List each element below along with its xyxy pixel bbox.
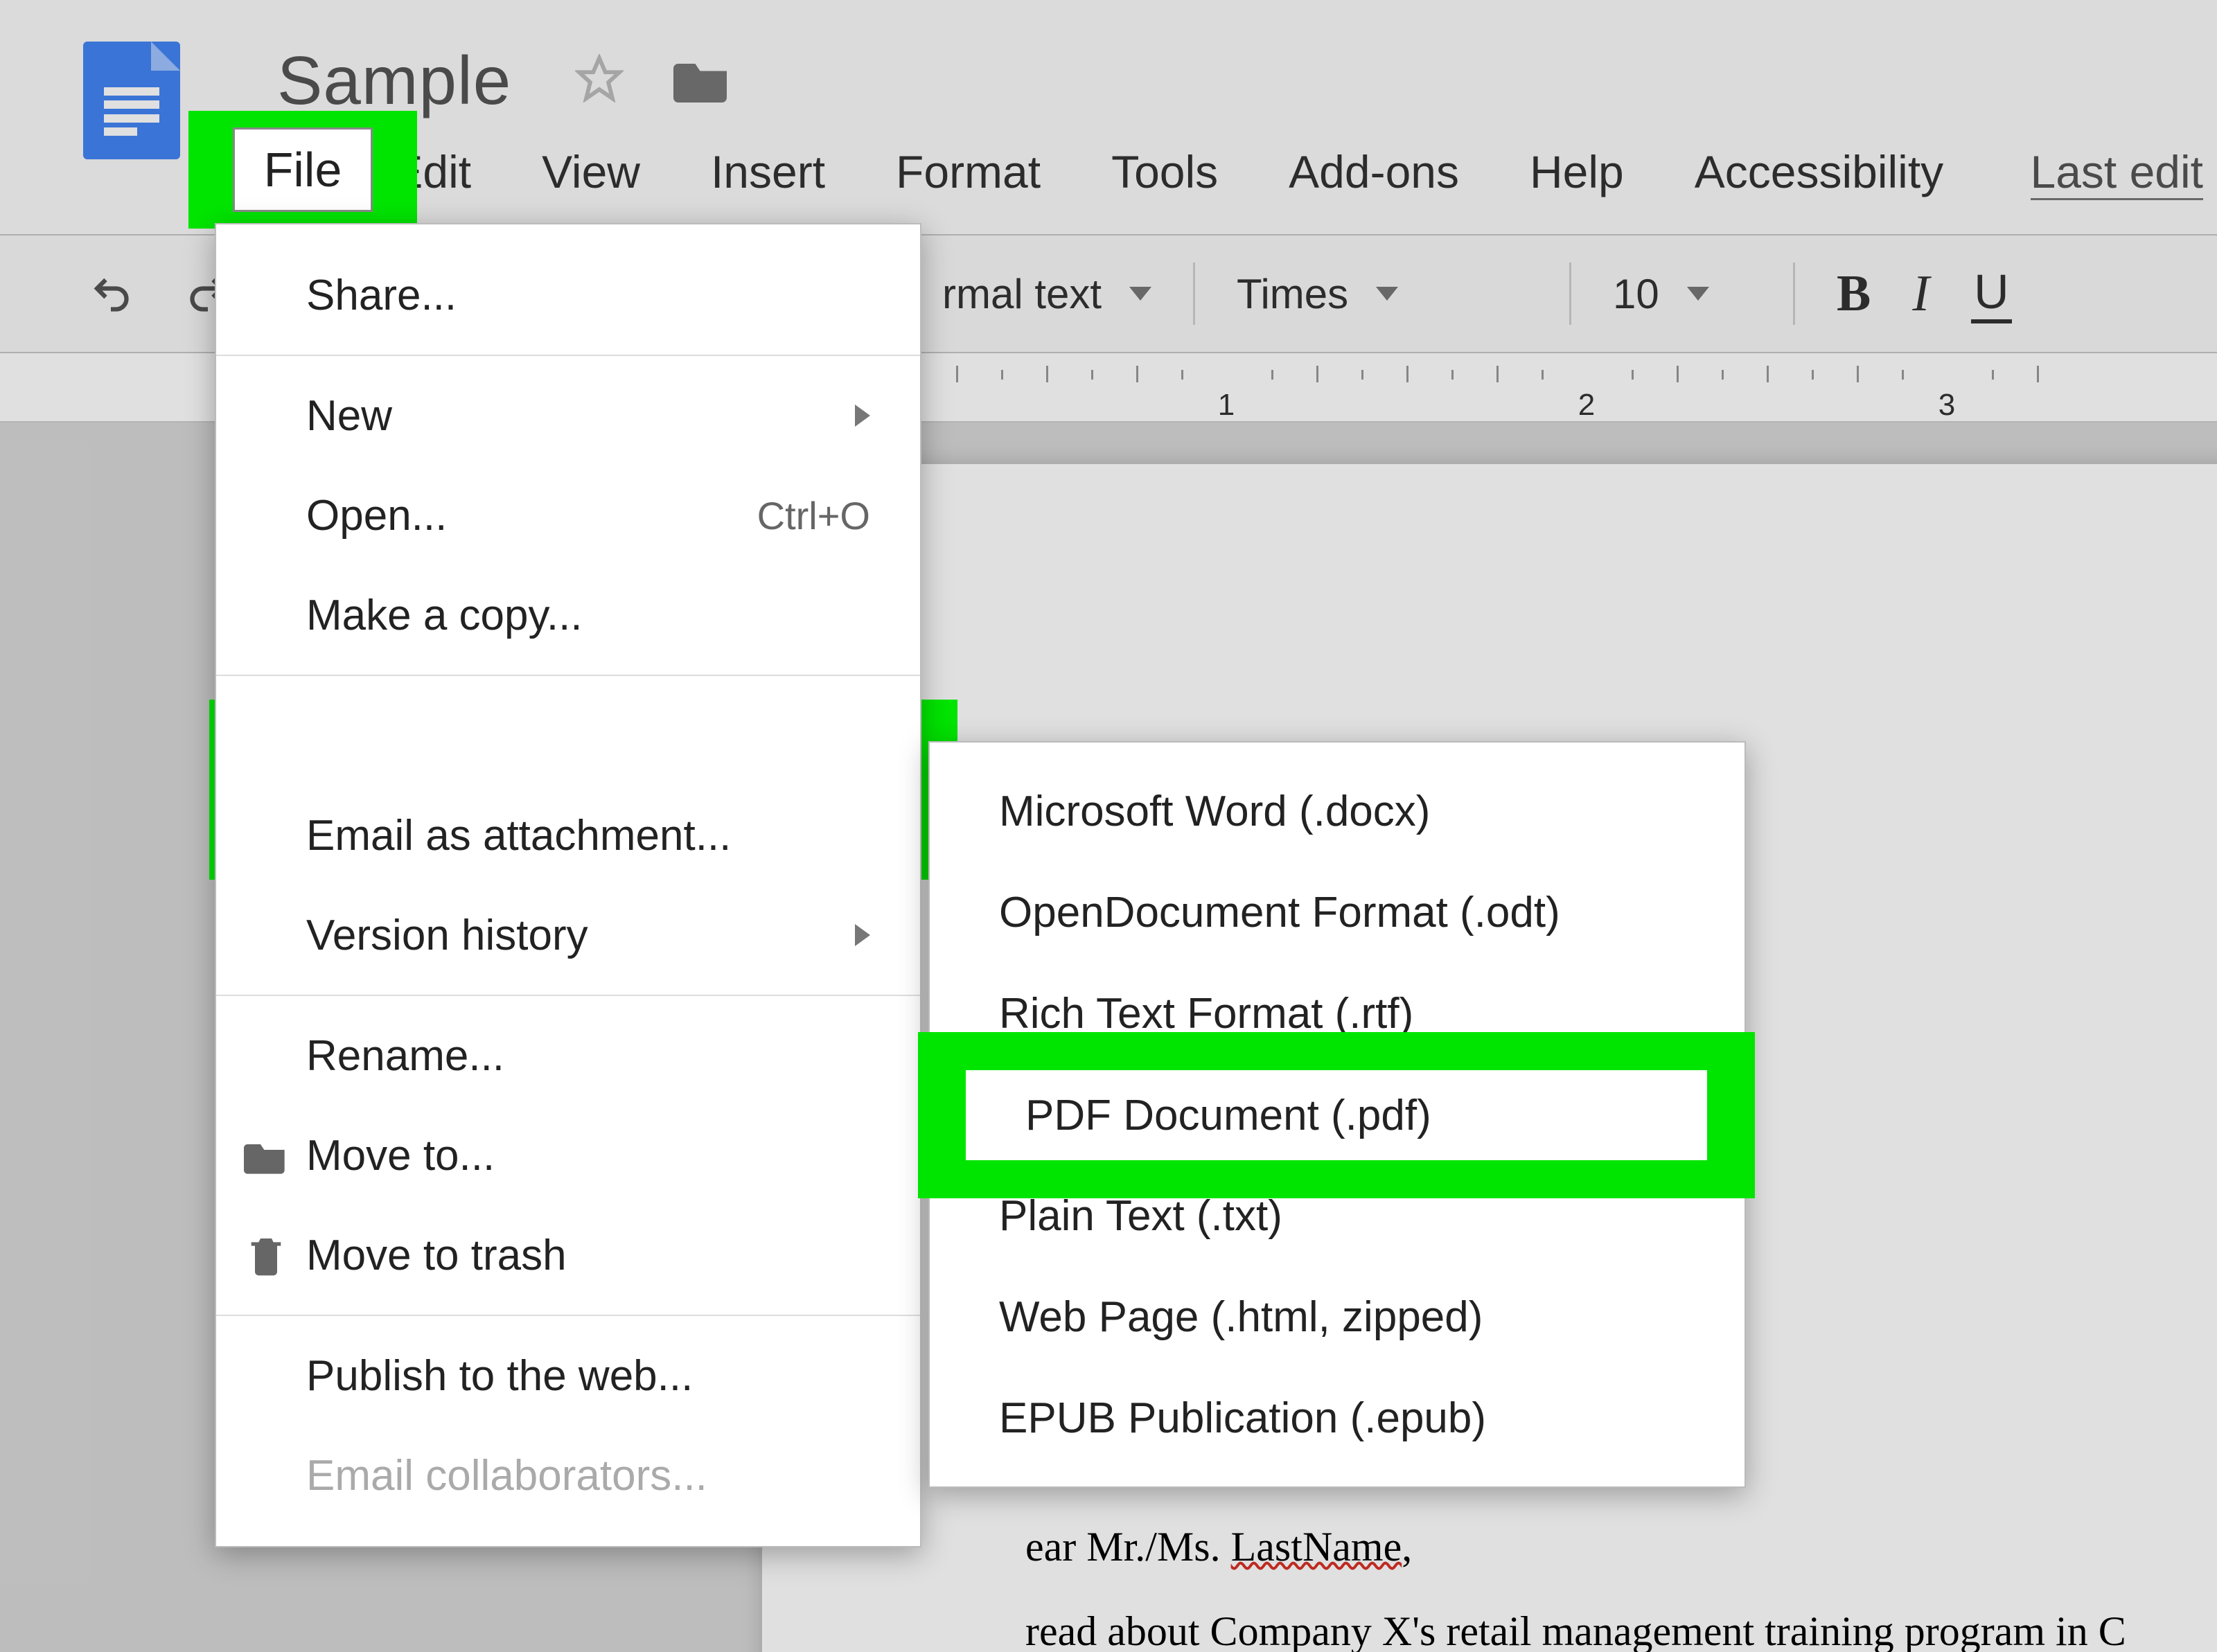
file-menu-email-attachment[interactable]: Email as attachment... (216, 785, 920, 885)
divider (216, 675, 920, 676)
submenu-pdf[interactable]: PDF Document (.pdf) (966, 1070, 1707, 1160)
submenu-odt[interactable]: OpenDocument Format (.odt) (930, 862, 1745, 963)
divider (216, 1315, 920, 1316)
paragraph-style-dropdown[interactable]: rmal text (942, 270, 1151, 318)
undo-button[interactable] (83, 266, 139, 321)
document-title[interactable]: Sample (277, 42, 511, 120)
separator (1193, 263, 1195, 325)
divider (216, 995, 920, 996)
font-size-dropdown[interactable]: 10 (1613, 270, 1751, 318)
file-menu-version-history[interactable]: Version history (216, 885, 920, 985)
chevron-down-icon (1687, 287, 1709, 301)
menu-addons[interactable]: Add-ons (1283, 139, 1465, 205)
shortcut-label: Ctrl+O (757, 493, 870, 538)
file-menu-make-copy[interactable]: Make a copy... (216, 565, 920, 665)
file-menu-email-collaborators: Email collaborators... (216, 1425, 920, 1525)
ruler-label: 2 (1578, 388, 1595, 423)
file-menu-move-to[interactable]: Move to... (216, 1105, 920, 1205)
menu-tools[interactable]: Tools (1106, 139, 1224, 205)
paragraph-style-label: rmal text (942, 270, 1102, 318)
chevron-right-icon (855, 405, 870, 427)
highlight-file-menu: File (188, 111, 417, 229)
file-menu-rename[interactable]: Rename... (216, 1006, 920, 1105)
folder-icon (244, 1133, 288, 1178)
file-menu-dropdown: Share... New Open...Ctrl+O Make a copy..… (215, 223, 921, 1547)
menu-help[interactable]: Help (1524, 139, 1629, 205)
font-family-dropdown[interactable]: Times (1237, 270, 1528, 318)
submenu-epub[interactable]: EPUB Publication (.epub) (930, 1367, 1745, 1468)
font-size-label: 10 (1613, 270, 1659, 318)
menu-accessibility[interactable]: Accessibility (1689, 139, 1949, 205)
separator (1793, 263, 1795, 325)
bold-button[interactable]: B (1837, 265, 1871, 323)
file-menu-publish-web[interactable]: Publish to the web... (216, 1326, 920, 1425)
submenu-html[interactable]: Web Page (.html, zipped) (930, 1266, 1745, 1367)
menubar: File Edit View Insert Format Tools Add-o… (242, 139, 1949, 205)
menu-file[interactable]: File (233, 127, 373, 212)
menu-insert[interactable]: Insert (705, 139, 831, 205)
submenu-docx[interactable]: Microsoft Word (.docx) (930, 761, 1745, 862)
star-icon[interactable] (575, 54, 624, 103)
chevron-down-icon (1376, 287, 1398, 301)
chevron-right-icon (855, 924, 870, 946)
highlight-pdf-option: PDF Document (.pdf) (918, 1032, 1755, 1198)
trash-icon (244, 1233, 288, 1277)
underline-button[interactable]: U (1971, 264, 2012, 323)
file-menu-new[interactable]: New (216, 366, 920, 465)
file-menu-open[interactable]: Open...Ctrl+O (216, 465, 920, 565)
file-menu-share[interactable]: Share... (216, 245, 920, 345)
italic-button[interactable]: I (1912, 265, 1929, 323)
doc-text: ear Mr./Ms. LastName, (1025, 1516, 2134, 1578)
docs-logo[interactable] (83, 42, 180, 159)
doc-text: read about Company X's retail management… (1025, 1600, 2134, 1652)
font-family-label: Times (1237, 270, 1348, 318)
separator (1569, 263, 1571, 325)
chevron-down-icon (1129, 287, 1151, 301)
menu-format[interactable]: Format (890, 139, 1046, 205)
last-edit-link[interactable]: Last edit (2031, 145, 2204, 200)
ruler-label: 1 (1218, 388, 1235, 423)
ruler-label: 3 (1938, 388, 1955, 423)
folder-icon[interactable] (672, 54, 733, 103)
file-menu-move-to-trash[interactable]: Move to trash (216, 1205, 920, 1305)
menu-view[interactable]: View (536, 139, 646, 205)
divider (216, 355, 920, 356)
